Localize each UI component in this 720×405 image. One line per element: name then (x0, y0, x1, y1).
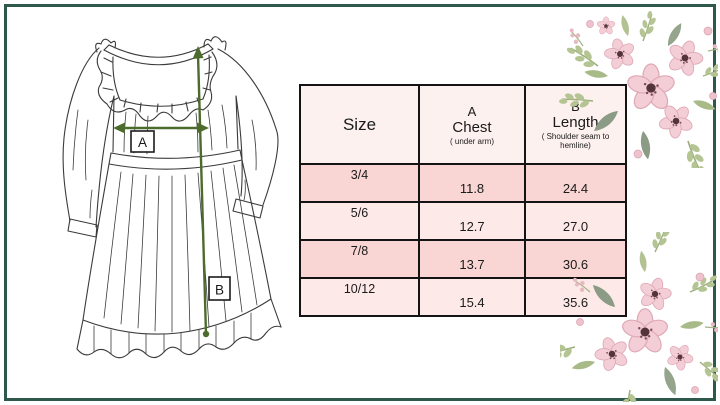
chest-value: 15.4 (418, 277, 526, 317)
floral-top-right-icon (557, 8, 718, 168)
length-column-note: ( Shoulder seam to hemline) (541, 132, 610, 150)
floral-bottom-right-icon (560, 232, 718, 402)
column-header-size: Size (299, 84, 420, 165)
label-b-box: B (208, 276, 231, 301)
table-row: 5/6 12.7 27.0 (299, 201, 627, 241)
chest-value: 13.7 (418, 239, 526, 279)
length-column-name: Length (552, 114, 599, 131)
chest-value: 12.7 (418, 201, 526, 241)
chest-arrow-left-head (113, 122, 125, 134)
table-row: 3/4 11.8 24.4 (299, 163, 627, 203)
label-b-text: B (215, 283, 224, 298)
chest-column-letter: A (467, 103, 477, 119)
size-value: 5/6 (299, 201, 420, 241)
chest-column-note: ( under arm) (449, 136, 494, 146)
length-arrow-bottom-dot (202, 330, 210, 338)
table-row: 7/8 13.7 30.6 (299, 239, 627, 279)
size-chart: Size A Chest ( under arm) B Length ( Sho… (299, 84, 627, 317)
length-value: 30.6 (524, 239, 627, 279)
chest-arrow-right-head (197, 122, 209, 134)
length-column-letter: B (571, 99, 580, 114)
length-arrow-line (196, 53, 208, 335)
size-value: 7/8 (299, 239, 420, 279)
measurement-arrows: A B (113, 46, 231, 338)
label-a-box: A (130, 130, 155, 153)
size-value: 10/12 (299, 277, 420, 317)
chest-column-name: Chest (452, 118, 492, 136)
size-chart-header-row: Size A Chest ( under arm) B Length ( Sho… (299, 84, 627, 165)
dress-sketch (62, 36, 282, 359)
column-header-length: B Length ( Shoulder seam to hemline) (524, 84, 627, 165)
label-a-text: A (138, 135, 147, 150)
length-arrow-top-head (192, 46, 204, 59)
chest-value: 11.8 (418, 163, 526, 203)
column-header-chest: A Chest ( under arm) (418, 84, 526, 165)
length-value: 24.4 (524, 163, 627, 203)
length-value: 27.0 (524, 201, 627, 241)
dress-measurement-diagram: A B (62, 36, 282, 359)
size-value: 3/4 (299, 163, 420, 203)
